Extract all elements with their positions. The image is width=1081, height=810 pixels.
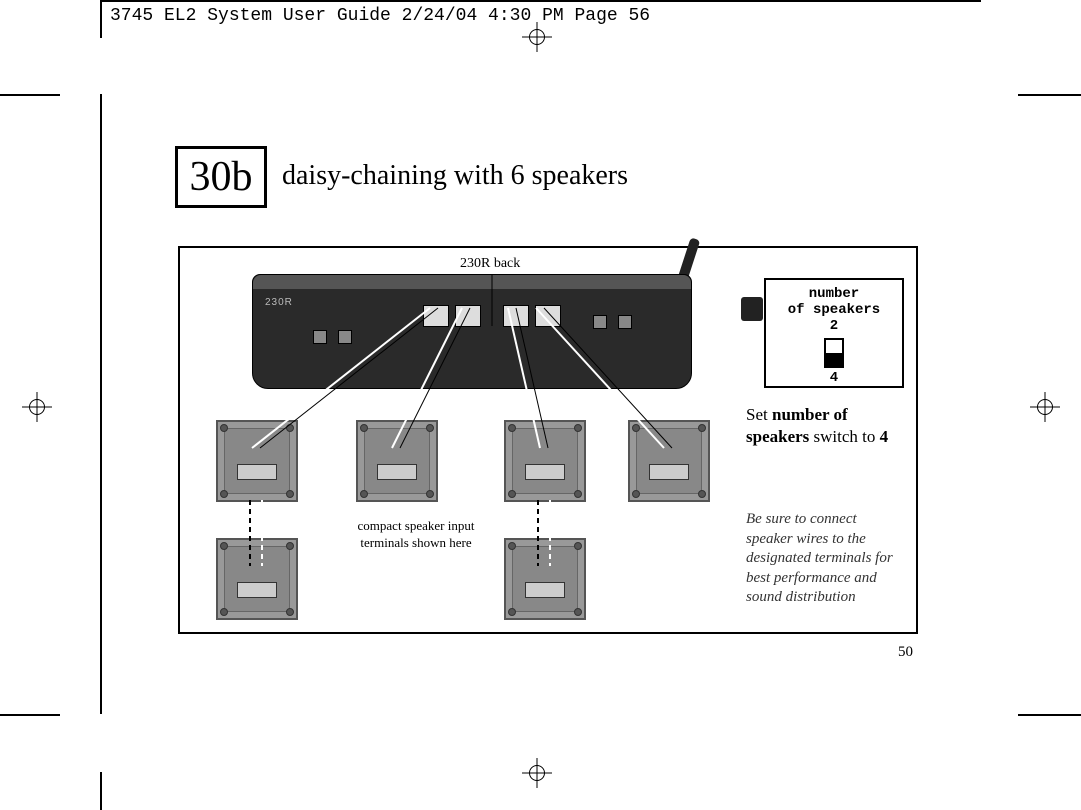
instruction-pre: Set bbox=[746, 405, 772, 424]
instruction-bold2: 4 bbox=[880, 427, 889, 446]
registration-mark bbox=[22, 392, 52, 422]
diagram-frame: 230R back 230R compact bbox=[178, 246, 918, 634]
amp-label: 230R back bbox=[460, 256, 520, 272]
speaker-1 bbox=[216, 420, 298, 502]
step-number: 30b bbox=[190, 153, 253, 201]
crop-mark bbox=[100, 94, 102, 714]
speaker-6 bbox=[504, 538, 586, 620]
speaker-2 bbox=[356, 420, 438, 502]
crop-mark bbox=[1018, 94, 1081, 96]
registration-mark bbox=[1030, 392, 1060, 422]
crop-mark bbox=[100, 0, 102, 38]
switch-bottom-val: 4 bbox=[766, 370, 902, 386]
instruction-text: Set number of speakers switch to 4 bbox=[746, 404, 904, 448]
header-rule bbox=[100, 0, 981, 2]
note-text: Be sure to connect speaker wires to the … bbox=[746, 510, 904, 608]
switch-icon bbox=[824, 338, 844, 368]
registration-mark bbox=[522, 758, 552, 788]
step-number-box: 30b bbox=[175, 146, 267, 208]
registration-mark bbox=[522, 22, 552, 52]
compact-speaker-label: compact speaker input terminals shown he… bbox=[356, 518, 476, 552]
switch-line2: of speakers bbox=[766, 302, 902, 318]
crop-mark bbox=[0, 94, 60, 96]
crop-mark bbox=[0, 714, 60, 716]
crop-mark bbox=[1018, 714, 1081, 716]
instruction-mid: switch to bbox=[809, 427, 879, 446]
switch-line1: number bbox=[766, 286, 902, 302]
step-title: daisy-chaining with 6 speakers bbox=[282, 160, 628, 192]
crop-mark bbox=[100, 772, 102, 810]
switch-top-val: 2 bbox=[766, 318, 902, 334]
amp-model: 230R bbox=[265, 297, 293, 308]
amplifier: 230R bbox=[252, 274, 692, 389]
page-number: 50 bbox=[898, 644, 913, 661]
switch-diagram: number of speakers 2 4 bbox=[764, 278, 904, 388]
speaker-5 bbox=[216, 538, 298, 620]
speaker-4 bbox=[628, 420, 710, 502]
speaker-3 bbox=[504, 420, 586, 502]
header-text: 3745 EL2 System User Guide 2/24/04 4:30 … bbox=[110, 6, 650, 26]
